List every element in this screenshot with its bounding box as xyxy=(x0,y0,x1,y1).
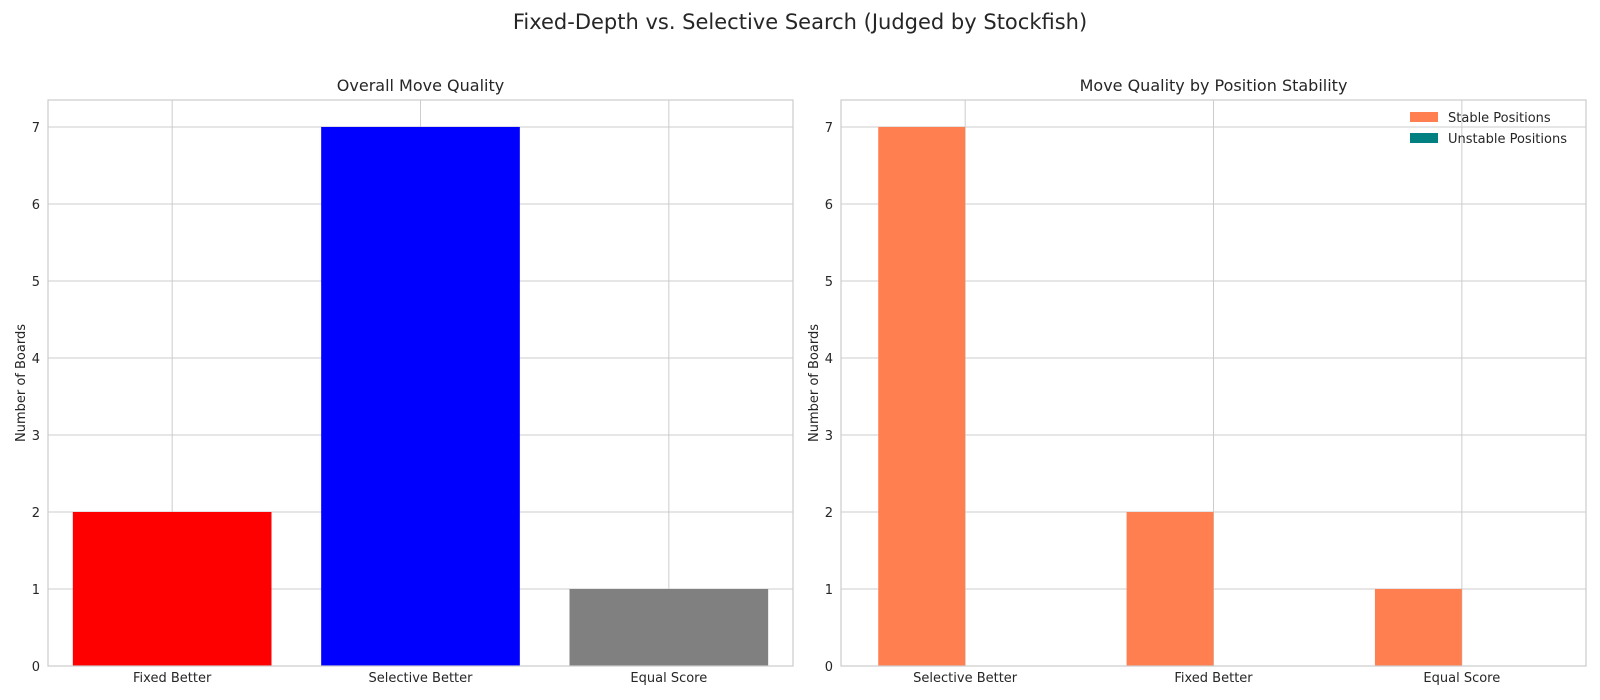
y-tick-label: 5 xyxy=(32,275,40,290)
y-tick-label: 2 xyxy=(32,506,40,521)
y-tick-label: 4 xyxy=(32,352,40,367)
bar-equal-score xyxy=(569,588,769,666)
bar-fixed-better xyxy=(72,511,272,666)
y-tick-label: 6 xyxy=(32,198,40,213)
y-tick-label: 2 xyxy=(825,506,833,521)
chart-overall-move-quality: 0 1 2 3 4 5 6 7 Fixed Better Selective Better Equa… xyxy=(14,76,794,686)
y-tick-label: 5 xyxy=(825,275,833,290)
x-tick-label: Fixed Better xyxy=(1174,671,1253,686)
y-tick-label: 3 xyxy=(825,429,833,444)
bar-selective-better xyxy=(321,126,520,666)
legend-swatch-stable-positions xyxy=(1410,112,1438,122)
bar-stable-positions-fixed-better xyxy=(1126,511,1214,666)
axes-frame xyxy=(840,99,1587,667)
bar-stable-positions-equal-score xyxy=(1374,588,1462,666)
legend-swatch-unstable-positions xyxy=(1410,133,1438,143)
y-tick-label: 1 xyxy=(825,583,833,598)
figure-title: Fixed-Depth vs. Selective Search (Judged… xyxy=(513,10,1087,34)
y-tick-label: 7 xyxy=(32,121,40,136)
chart-title: Move Quality by Position Stability xyxy=(1080,76,1348,95)
y-axis-label: Number of Boards xyxy=(807,324,822,442)
y-tick-label: 1 xyxy=(32,583,40,598)
legend-label: Unstable Positions xyxy=(1448,132,1567,147)
y-tick-label: 0 xyxy=(32,660,40,675)
y-tick-label: 0 xyxy=(825,660,833,675)
y-axis-label: Number of Boards xyxy=(14,324,29,442)
y-tick-label: 3 xyxy=(32,429,40,444)
y-tick-label: 7 xyxy=(825,121,833,136)
y-tick-label: 4 xyxy=(825,352,833,367)
x-tick-label: Fixed Better xyxy=(133,671,212,686)
bar-stable-positions-selective-better xyxy=(878,126,966,666)
x-tick-label: Selective Better xyxy=(369,671,474,686)
y-tick-label: 6 xyxy=(825,198,833,213)
x-tick-label: Selective Better xyxy=(913,671,1018,686)
x-tick-label: Equal Score xyxy=(630,671,707,686)
axes-frame xyxy=(47,99,794,667)
x-tick-label: Equal Score xyxy=(1423,671,1500,686)
chart-title: Overall Move Quality xyxy=(337,76,504,95)
chart-move-quality-by-stability: 0 1 2 3 4 5 6 7 Selective Better Fixed Better Equa… xyxy=(807,76,1587,686)
legend-label: Stable Positions xyxy=(1448,111,1551,126)
